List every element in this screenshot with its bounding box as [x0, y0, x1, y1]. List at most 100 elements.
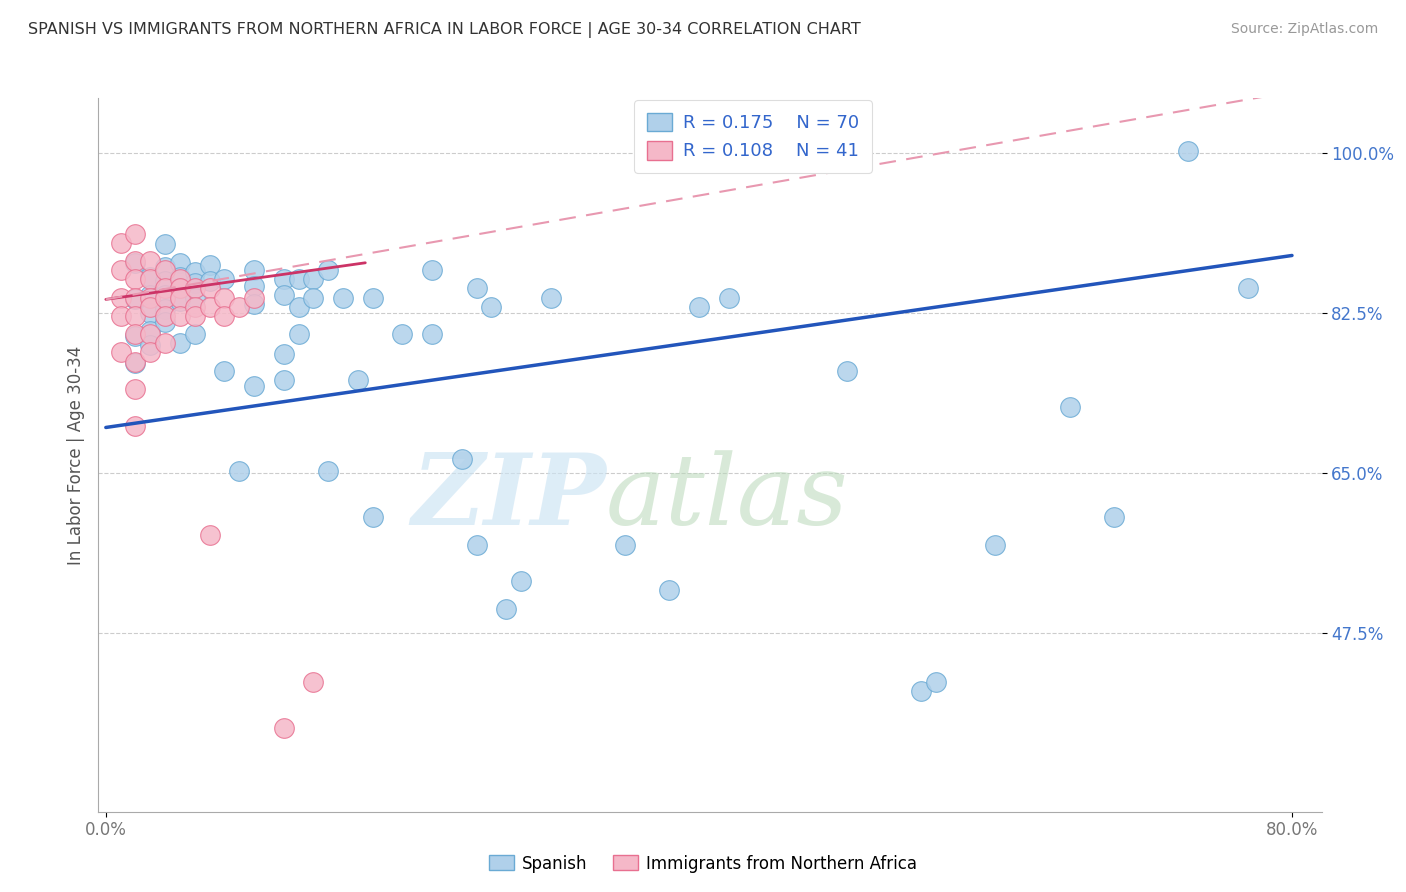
Point: [153, 291, 176, 305]
Point: [169, 256, 191, 270]
Point: [243, 291, 266, 305]
Point: [124, 418, 146, 433]
Point: [1059, 401, 1081, 415]
Point: [302, 291, 325, 305]
Point: [169, 281, 191, 295]
Point: [139, 272, 162, 286]
Point: [316, 263, 339, 277]
Point: [139, 327, 162, 342]
Point: [214, 291, 236, 305]
Point: [124, 272, 146, 286]
Legend: Spanish, Immigrants from Northern Africa: Spanish, Immigrants from Northern Africa: [482, 848, 924, 880]
Point: [540, 291, 562, 305]
Point: [273, 721, 295, 735]
Point: [361, 510, 384, 524]
Y-axis label: In Labor Force | Age 30-34: In Labor Force | Age 30-34: [66, 345, 84, 565]
Point: [925, 674, 948, 689]
Point: [243, 263, 266, 277]
Point: [273, 373, 295, 387]
Point: [688, 300, 710, 314]
Point: [124, 254, 146, 268]
Point: [837, 364, 859, 378]
Point: [273, 347, 295, 361]
Point: [228, 464, 250, 478]
Point: [184, 300, 207, 314]
Point: [139, 269, 162, 284]
Point: [124, 327, 146, 342]
Point: [1102, 510, 1125, 524]
Point: [465, 281, 488, 295]
Point: [243, 379, 266, 393]
Point: [613, 538, 636, 552]
Point: [153, 274, 176, 288]
Point: [169, 291, 191, 305]
Point: [450, 452, 472, 467]
Point: [153, 336, 176, 351]
Point: [420, 263, 443, 277]
Point: [153, 281, 176, 295]
Point: [153, 301, 176, 316]
Point: [287, 272, 309, 286]
Point: [139, 345, 162, 359]
Point: [214, 309, 236, 323]
Point: [316, 464, 339, 478]
Text: ZIP: ZIP: [411, 450, 606, 546]
Point: [228, 300, 250, 314]
Point: [658, 583, 681, 598]
Point: [184, 327, 207, 342]
Text: Source: ZipAtlas.com: Source: ZipAtlas.com: [1230, 22, 1378, 37]
Point: [110, 291, 132, 305]
Point: [139, 325, 162, 339]
Point: [124, 293, 146, 307]
Point: [243, 278, 266, 293]
Point: [184, 291, 207, 305]
Legend: R = 0.175    N = 70, R = 0.108    N = 41: R = 0.175 N = 70, R = 0.108 N = 41: [634, 100, 872, 173]
Point: [139, 291, 162, 305]
Point: [287, 300, 309, 314]
Point: [302, 272, 325, 286]
Point: [198, 528, 221, 542]
Point: [184, 276, 207, 290]
Point: [153, 309, 176, 323]
Point: [169, 281, 191, 295]
Point: [347, 373, 370, 387]
Point: [124, 309, 146, 323]
Point: [124, 227, 146, 241]
Point: [717, 291, 740, 305]
Point: [332, 291, 354, 305]
Point: [124, 256, 146, 270]
Point: [910, 684, 932, 698]
Point: [153, 237, 176, 252]
Point: [510, 574, 533, 589]
Point: [139, 254, 162, 268]
Point: [273, 272, 295, 286]
Point: [1177, 144, 1199, 158]
Point: [1236, 281, 1258, 295]
Point: [153, 315, 176, 329]
Point: [110, 235, 132, 250]
Point: [110, 345, 132, 359]
Point: [124, 291, 146, 305]
Point: [169, 272, 191, 286]
Point: [124, 382, 146, 396]
Point: [124, 329, 146, 343]
Point: [214, 272, 236, 286]
Point: [153, 260, 176, 275]
Point: [124, 356, 146, 370]
Point: [273, 288, 295, 302]
Point: [361, 291, 384, 305]
Point: [169, 309, 191, 323]
Text: atlas: atlas: [606, 450, 849, 545]
Text: SPANISH VS IMMIGRANTS FROM NORTHERN AFRICA IN LABOR FORCE | AGE 30-34 CORRELATIO: SPANISH VS IMMIGRANTS FROM NORTHERN AFRI…: [28, 22, 860, 38]
Point: [139, 288, 162, 302]
Point: [984, 538, 1007, 552]
Point: [479, 300, 502, 314]
Point: [139, 338, 162, 352]
Point: [214, 364, 236, 378]
Point: [139, 306, 162, 320]
Point: [391, 327, 413, 342]
Point: [169, 269, 191, 284]
Point: [169, 294, 191, 309]
Point: [184, 281, 207, 295]
Point: [110, 309, 132, 323]
